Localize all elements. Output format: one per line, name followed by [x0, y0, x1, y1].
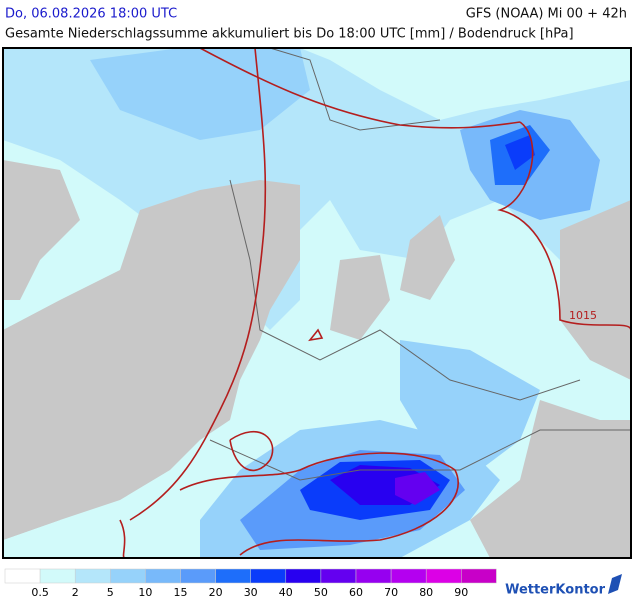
legend-label: 20 [209, 586, 223, 599]
legend-label: 40 [279, 586, 293, 599]
legend-swatch [4, 568, 41, 584]
legend-label: 50 [314, 586, 328, 599]
legend-swatch [180, 568, 216, 584]
legend-label: 90 [454, 586, 468, 599]
legend-label: 80 [419, 586, 433, 599]
legend-swatch [39, 568, 76, 584]
legend-swatch [355, 568, 392, 584]
brand-logo: WetterKontor [505, 574, 622, 598]
legend-label: 60 [349, 586, 363, 599]
map: 1015 [2, 47, 632, 559]
legend-label: 70 [384, 586, 398, 599]
legend-label: 2 [72, 586, 79, 599]
legend-swatch [215, 568, 251, 584]
legend-swatch [110, 568, 146, 584]
model-run: GFS (NOAA) Mi 00 + 42h [466, 7, 627, 22]
legend-swatch [74, 568, 111, 584]
legend-label: 0.5 [31, 586, 49, 599]
legend: 0.5 2 5 10 15 20 30 40 50 60 70 80 90 [4, 568, 497, 599]
datetime: Do, 06.08.2026 18:00 UTC [5, 7, 177, 22]
legend-swatch [285, 568, 322, 584]
isobar-label: 1015 [569, 309, 597, 322]
legend-swatch [250, 568, 287, 584]
legend-swatch [390, 568, 427, 584]
subtitle: Gesamte Niederschlagssumme akkumuliert b… [5, 27, 574, 42]
legend-label: 10 [138, 586, 152, 599]
brand: WetterKontor [505, 583, 606, 598]
legend-swatch [425, 568, 462, 584]
legend-swatch [145, 568, 181, 584]
legend-swatch [461, 568, 497, 584]
legend-label: 15 [174, 586, 188, 599]
legend-label: 5 [107, 586, 114, 599]
legend-label: 30 [244, 586, 258, 599]
legend-swatch [320, 568, 357, 584]
